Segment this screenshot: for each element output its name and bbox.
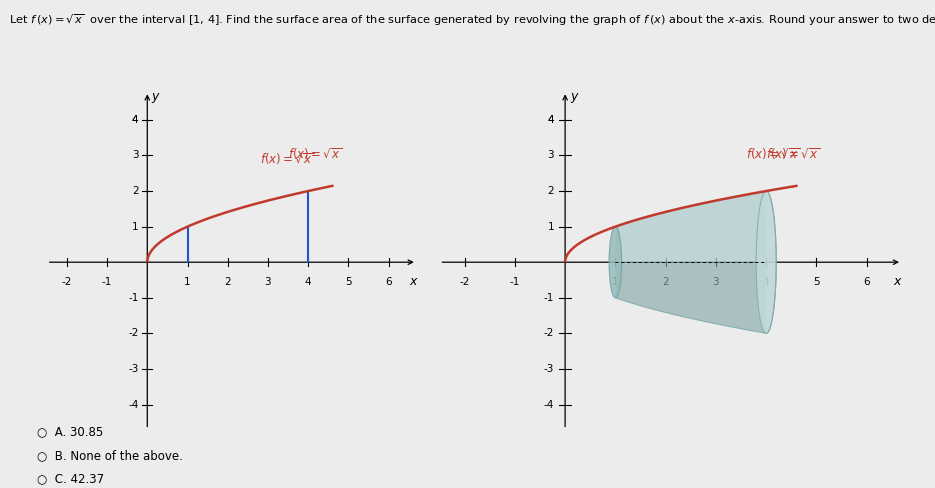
Text: -1: -1 — [102, 277, 112, 287]
Ellipse shape — [756, 191, 776, 333]
Text: x: x — [893, 275, 900, 288]
Text: 6: 6 — [385, 277, 392, 287]
Text: 5: 5 — [345, 277, 352, 287]
Text: 1: 1 — [184, 277, 191, 287]
Text: $f(x) = \sqrt{x}$: $f(x) = \sqrt{x}$ — [288, 146, 342, 162]
Text: 4: 4 — [132, 115, 138, 125]
Ellipse shape — [609, 226, 622, 298]
Text: -2: -2 — [62, 277, 72, 287]
Text: -4: -4 — [128, 400, 138, 409]
Text: $f(x) = \sqrt{x}$: $f(x) = \sqrt{x}$ — [746, 146, 800, 162]
Text: 3: 3 — [132, 150, 138, 161]
Text: 4: 4 — [132, 115, 138, 125]
Text: -1: -1 — [510, 277, 520, 287]
Polygon shape — [615, 262, 766, 333]
Text: -2: -2 — [459, 277, 469, 287]
Text: 4: 4 — [547, 115, 554, 125]
Text: 2: 2 — [662, 277, 669, 287]
Text: 3: 3 — [712, 277, 719, 287]
Text: ○  C. 42.37: ○ C. 42.37 — [37, 472, 105, 485]
Text: ○  A. 30.85: ○ A. 30.85 — [37, 426, 104, 438]
Polygon shape — [615, 191, 766, 262]
Text: $f(x) = \sqrt{x}$: $f(x) = \sqrt{x}$ — [766, 146, 820, 162]
Text: -1: -1 — [128, 293, 138, 303]
Text: 2: 2 — [224, 277, 231, 287]
Text: 3: 3 — [265, 277, 271, 287]
Text: 3: 3 — [547, 150, 554, 161]
Text: -3: -3 — [128, 364, 138, 374]
Text: x: x — [409, 275, 416, 288]
Text: 2: 2 — [132, 186, 138, 196]
Text: y: y — [570, 90, 578, 103]
Text: -4: -4 — [543, 400, 554, 409]
Text: Let $f\,(x) = \sqrt{x}$  over the interval [1, 4]. Find the surface area of the : Let $f\,(x) = \sqrt{x}$ over the interva… — [9, 12, 935, 28]
Text: y: y — [151, 90, 158, 103]
Text: -2: -2 — [128, 328, 138, 338]
Text: 1: 1 — [132, 222, 138, 232]
Text: 6: 6 — [863, 277, 870, 287]
Text: 4: 4 — [305, 277, 311, 287]
Text: ○  B. None of the above.: ○ B. None of the above. — [37, 449, 183, 462]
Text: 1: 1 — [547, 222, 554, 232]
Text: 2: 2 — [547, 186, 554, 196]
Text: 1: 1 — [612, 277, 619, 287]
Text: -1: -1 — [543, 293, 554, 303]
Text: 5: 5 — [813, 277, 820, 287]
Text: -2: -2 — [543, 328, 554, 338]
Text: 4: 4 — [547, 115, 554, 125]
Text: 4: 4 — [763, 277, 770, 287]
Text: $f(x) = \sqrt{x}$: $f(x) = \sqrt{x}$ — [260, 152, 314, 167]
Text: -3: -3 — [543, 364, 554, 374]
